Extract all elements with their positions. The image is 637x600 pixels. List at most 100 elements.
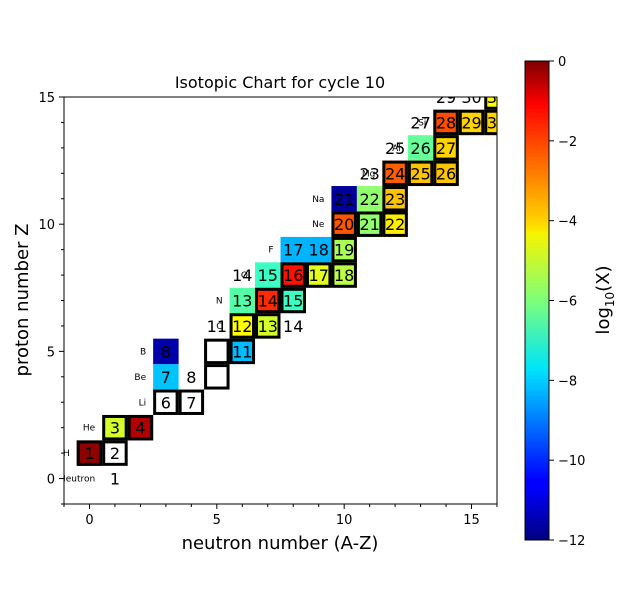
mass-number-label: 7: [161, 368, 171, 387]
stable-isotope-border: [356, 211, 383, 237]
stable-isotope-border: [204, 364, 230, 390]
colorbar-tick-label: −10: [558, 454, 585, 469]
isotope-cell: [255, 313, 281, 339]
y-axis-title: proton number Z: [12, 224, 33, 377]
element-label: Ne: [312, 220, 325, 230]
element-label: N: [216, 297, 223, 307]
element-label: C: [216, 322, 222, 332]
colorbar-tick-label: −8: [558, 374, 577, 389]
isotope-cell: [331, 186, 357, 212]
isotope-cell: [305, 236, 332, 263]
isotope-cell: [433, 135, 459, 161]
isotope-cell: [280, 287, 306, 314]
isotope-cell: [433, 109, 459, 136]
chart-title: Isotopic Chart for cycle 10: [175, 73, 385, 92]
isotope-cell: [127, 414, 154, 441]
isotope-cell: [484, 109, 497, 136]
stable-isotope-border: [433, 160, 459, 187]
isotope-cell: [331, 236, 357, 263]
isotope-cell: [356, 186, 383, 212]
isotope-cell: [229, 287, 256, 314]
element-label: Na: [312, 195, 324, 205]
x-tick-label: 0: [85, 513, 93, 528]
isotope-cell: [458, 109, 485, 136]
colorbar-title: log10(X): [593, 265, 617, 334]
colorbar-tick-label: −4: [558, 215, 577, 230]
stable-isotope-border: [305, 262, 332, 288]
mass-number-label: 18: [309, 241, 329, 260]
colorbar-title-main: log: [593, 307, 614, 334]
element-label: Li: [139, 398, 147, 408]
mass-number-label: 18: [334, 266, 354, 285]
colorbar-ticks: 0 −2 −4 −6 −8 −10 −12: [549, 55, 585, 549]
mass-number-label: 1: [110, 470, 120, 489]
y-tick-label: 10: [38, 218, 55, 233]
mass-number-label: 15: [258, 266, 278, 285]
stable-isotope-border: [331, 262, 357, 288]
stable-isotope-border: [255, 287, 281, 314]
mass-number-label: 14: [258, 292, 278, 311]
mass-number-label: 3: [110, 419, 120, 438]
isotope-cell: [382, 211, 408, 237]
stable-isotope-border: [382, 186, 408, 212]
mass-number-label: 27: [410, 113, 430, 132]
stable-isotope-border: [102, 440, 128, 466]
mass-number-label: 17: [309, 266, 329, 285]
isotope-cell: [153, 338, 179, 365]
y-tick-label: 0: [47, 473, 55, 488]
stable-isotope-border: [280, 262, 306, 288]
stable-isotope-border: [433, 109, 459, 136]
mass-number-label: 6: [161, 393, 171, 412]
stable-isotope-border: [178, 389, 205, 415]
mass-number-label: 29: [436, 88, 456, 107]
stable-isotope-border: [484, 109, 497, 136]
mass-number-label: 13: [258, 317, 278, 336]
mass-number-label: 11: [207, 317, 227, 336]
stable-isotope-border: [255, 313, 281, 339]
element-label: Si: [418, 118, 426, 128]
mass-number-label: 25: [410, 164, 430, 183]
stable-isotope-border: [331, 211, 357, 237]
mass-number-label: 16: [283, 266, 303, 285]
mass-number-label: 8: [161, 342, 171, 361]
mass-number-label: 24: [385, 164, 405, 183]
mass-number-label: 26: [436, 164, 456, 183]
mass-number-label: 27: [436, 139, 456, 158]
mass-number-label: 7: [186, 393, 196, 412]
x-tick-label: 5: [213, 513, 221, 528]
isotope-cell: [356, 211, 383, 237]
colorbar: [524, 60, 550, 541]
stable-isotope-border: [382, 211, 408, 237]
mass-number-label: 31: [487, 88, 507, 107]
colorbar-title-sub: 10: [603, 292, 617, 307]
stable-isotope-border: [331, 236, 357, 263]
mass-number-label: 12: [232, 317, 252, 336]
mass-number-label: 21: [334, 190, 354, 209]
stable-isotope-border: [127, 414, 154, 441]
stable-isotope-border: [76, 440, 103, 466]
x-tick-label: 15: [463, 513, 480, 528]
mass-number-label: 30: [461, 88, 481, 107]
colorbar-tick-label: 0: [558, 55, 566, 70]
isotope-cell: [280, 262, 306, 288]
stable-isotope-border: [229, 338, 256, 365]
element-label: Neutron: [59, 475, 95, 485]
isotope-cell: [153, 364, 179, 390]
isotope-cell: [255, 287, 281, 314]
isotope-fill-layer: [76, 97, 497, 466]
mass-number-label: 14: [283, 317, 303, 336]
isotope-cell: [305, 262, 332, 288]
element-label: Mg: [362, 169, 375, 179]
mass-number-label: 17: [283, 241, 303, 260]
mass-number-label: 20: [334, 215, 354, 234]
isotope-cell: [484, 97, 497, 110]
isotope-cell: [280, 236, 306, 263]
isotope-cell: [76, 440, 103, 466]
x-tick-label: 10: [336, 513, 353, 528]
isotope-cell: [331, 211, 357, 237]
element-label: O: [241, 271, 248, 281]
mass-number-label: 1: [84, 444, 94, 463]
mass-number-label: 23: [385, 190, 405, 209]
colorbar-tick-label: −12: [558, 534, 585, 549]
